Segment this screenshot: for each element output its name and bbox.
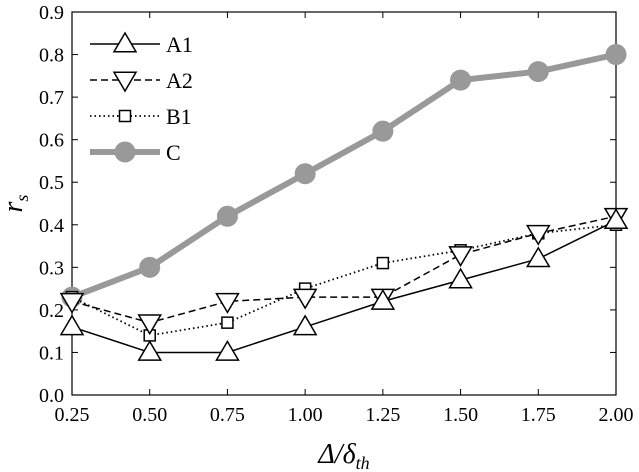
a2-marker — [292, 288, 318, 310]
legend-item-c: C — [90, 140, 181, 165]
a2-marker — [215, 292, 240, 314]
c-marker — [114, 141, 136, 163]
series-layer — [59, 44, 629, 361]
y-tick-label: 0.8 — [39, 45, 64, 67]
a2-marker — [448, 246, 473, 268]
legend-label: A1 — [166, 32, 193, 57]
series-line-a2 — [71, 215, 617, 324]
y-tick-label: 0.1 — [39, 342, 64, 364]
a2-marker — [59, 292, 85, 314]
a2-marker — [525, 224, 551, 246]
y-tick-label: 0.6 — [39, 130, 64, 152]
c-marker — [139, 256, 161, 278]
series-line-a1 — [71, 219, 617, 354]
y-tick-label: 0.9 — [39, 2, 64, 24]
a1-marker — [215, 339, 240, 361]
y-axis: 0.0 0.1 0.2 0.3 0.4 0.5 0.6 0.7 0.8 0.9 — [39, 2, 616, 407]
y-tick-label: 0.7 — [39, 87, 64, 109]
c-marker — [216, 205, 238, 227]
x-tick-label: 2.00 — [599, 404, 634, 426]
x-tick-label: 1.00 — [288, 404, 323, 426]
a1-marker — [603, 208, 629, 229]
b1-marker — [221, 316, 234, 329]
series-a1 — [59, 208, 629, 361]
axis-titles: Δ/δth rs — [0, 195, 370, 472]
y-tick-label: 0.5 — [39, 172, 64, 194]
c-marker — [294, 163, 316, 185]
a1-marker — [137, 339, 163, 361]
legend: A1 A2 B1 C — [90, 31, 193, 165]
a1-marker — [59, 314, 85, 336]
a2-marker — [112, 71, 138, 93]
legend-label: C — [166, 140, 181, 165]
x-tick-label: 0.25 — [55, 404, 90, 426]
plot-area — [71, 11, 617, 396]
series-line-b1 — [71, 223, 617, 337]
legend-label: A2 — [166, 68, 193, 93]
a1-marker — [525, 246, 551, 268]
c-marker — [450, 69, 472, 91]
y-axis-label: rs — [0, 195, 32, 213]
b1-marker — [118, 109, 132, 123]
plot-border — [71, 11, 617, 396]
series-line-c — [70, 51, 617, 300]
b1-marker — [376, 256, 390, 270]
x-tick-label: 1.25 — [365, 404, 400, 426]
legend-label: B1 — [166, 104, 192, 129]
legend-item-a2: A2 — [90, 68, 193, 93]
series-c — [61, 44, 627, 308]
y-tick-label: 0.0 — [39, 385, 64, 407]
x-tick-label: 1.50 — [443, 404, 478, 426]
c-marker — [372, 120, 394, 142]
y-tick-label: 0.3 — [39, 257, 64, 279]
a2-marker — [137, 314, 163, 336]
x-tick-label: 1.75 — [521, 404, 556, 426]
y-tick-label: 0.4 — [39, 215, 64, 237]
c-marker — [527, 61, 549, 83]
y-tick-label: 0.2 — [39, 300, 64, 322]
a1-marker — [370, 288, 396, 310]
legend-item-a1: A1 — [90, 31, 193, 57]
a1-marker — [112, 31, 138, 53]
a1-marker — [292, 314, 318, 336]
x-axis: 0.25 0.50 0.75 1.00 1.25 1.50 1.75 2.00 — [55, 12, 634, 426]
legend-item-b1: B1 — [90, 104, 192, 129]
x-tick-label: 0.50 — [132, 404, 167, 426]
x-tick-label: 0.75 — [210, 404, 245, 426]
x-axis-label: Δ/δth — [317, 439, 369, 472]
c-marker — [605, 44, 627, 66]
a1-marker — [448, 267, 473, 289]
